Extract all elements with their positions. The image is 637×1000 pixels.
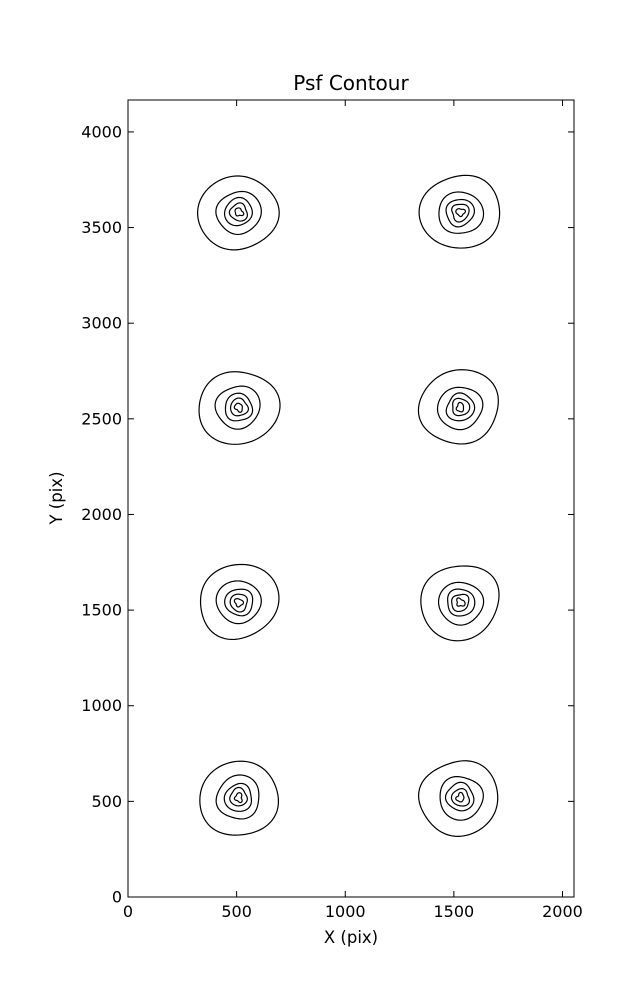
contour-line xyxy=(233,402,243,413)
x-tick-label: 0 xyxy=(123,902,133,921)
contour-blob xyxy=(196,175,280,251)
contour-line xyxy=(438,191,485,234)
x-tick-label: 1500 xyxy=(434,902,475,921)
contour-line xyxy=(196,175,280,251)
y-tick-label: 3500 xyxy=(81,218,122,237)
contour-line xyxy=(228,202,248,222)
contour-line xyxy=(451,203,470,223)
y-axis-label: Y (pix) xyxy=(47,471,66,525)
y-tick-label: 1500 xyxy=(81,601,122,620)
contour-line xyxy=(436,386,484,431)
x-tick-label: 1000 xyxy=(325,902,366,921)
contour-line xyxy=(445,392,476,422)
contour-line xyxy=(452,397,471,417)
x-tick-label: 500 xyxy=(221,902,252,921)
contour-line xyxy=(223,782,253,812)
contour-line xyxy=(199,563,280,641)
contour-line xyxy=(229,593,248,613)
contour-line xyxy=(455,401,465,413)
contour-line xyxy=(439,775,484,821)
contour-line xyxy=(417,760,499,837)
contour-line xyxy=(445,198,476,228)
contour-line xyxy=(455,791,465,803)
y-tick-label: 2500 xyxy=(81,409,122,428)
contour-line xyxy=(224,392,254,422)
y-tick-label: 1000 xyxy=(81,696,122,715)
contour-blob xyxy=(420,565,500,642)
contour-line xyxy=(233,598,245,608)
contour-blob xyxy=(199,563,280,641)
contour-blob xyxy=(418,174,501,249)
contour-line xyxy=(420,565,500,642)
contour-line xyxy=(437,581,485,626)
contour-line xyxy=(215,580,262,625)
contour-blob xyxy=(198,371,281,445)
contour-blob xyxy=(417,369,499,445)
contour-line xyxy=(234,207,245,217)
contour-line xyxy=(233,792,243,804)
contour-line xyxy=(229,786,248,807)
contour-line xyxy=(450,788,471,807)
y-tick-label: 2000 xyxy=(81,505,122,524)
contour-line xyxy=(455,208,467,218)
contour-line xyxy=(418,174,501,249)
y-tick-label: 0 xyxy=(112,888,122,907)
contour-line xyxy=(447,588,476,617)
contour-line xyxy=(215,190,262,236)
contour-line xyxy=(229,397,250,417)
contour-line xyxy=(223,196,253,227)
x-axis-label: X (pix) xyxy=(324,928,378,947)
contour-line xyxy=(198,371,281,445)
y-tick-label: 3000 xyxy=(81,314,122,333)
y-tick-label: 500 xyxy=(91,792,122,811)
contour-line xyxy=(444,781,475,812)
contour-line xyxy=(199,760,280,836)
chart-title: Psf Contour xyxy=(293,71,409,95)
contour-line xyxy=(456,597,466,607)
y-tick-label: 4000 xyxy=(81,122,122,141)
contour-line xyxy=(417,369,499,445)
contour-line xyxy=(451,593,470,613)
contour-line xyxy=(215,774,260,820)
contour-line xyxy=(224,588,254,617)
axes-frame xyxy=(127,99,575,898)
contour-line xyxy=(214,385,261,430)
x-tick-label: 2000 xyxy=(542,902,583,921)
contour-blob xyxy=(199,760,280,836)
contour-blob xyxy=(417,760,499,837)
